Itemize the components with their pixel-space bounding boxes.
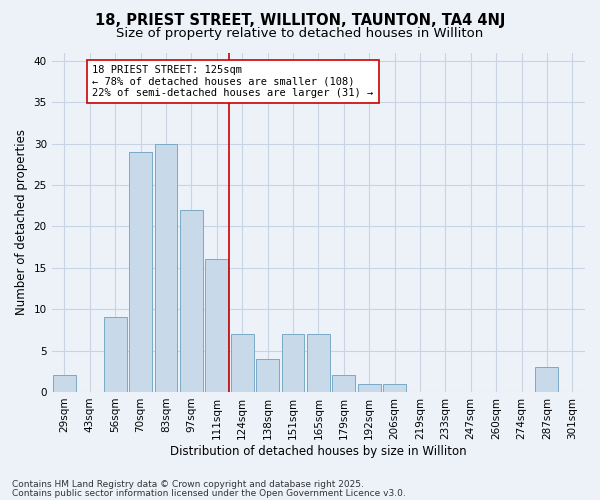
Text: Contains public sector information licensed under the Open Government Licence v3: Contains public sector information licen… xyxy=(12,488,406,498)
Bar xyxy=(53,376,76,392)
Bar xyxy=(307,334,330,392)
Bar xyxy=(104,318,127,392)
Bar xyxy=(256,359,279,392)
X-axis label: Distribution of detached houses by size in Williton: Distribution of detached houses by size … xyxy=(170,444,467,458)
Bar xyxy=(535,367,559,392)
Text: Size of property relative to detached houses in Williton: Size of property relative to detached ho… xyxy=(116,28,484,40)
Bar xyxy=(231,334,254,392)
Text: Contains HM Land Registry data © Crown copyright and database right 2025.: Contains HM Land Registry data © Crown c… xyxy=(12,480,364,489)
Text: 18, PRIEST STREET, WILLITON, TAUNTON, TA4 4NJ: 18, PRIEST STREET, WILLITON, TAUNTON, TA… xyxy=(95,12,505,28)
Bar xyxy=(281,334,304,392)
Bar xyxy=(180,210,203,392)
Text: 18 PRIEST STREET: 125sqm
← 78% of detached houses are smaller (108)
22% of semi-: 18 PRIEST STREET: 125sqm ← 78% of detach… xyxy=(92,65,374,98)
Bar xyxy=(155,144,178,392)
Bar xyxy=(358,384,380,392)
Bar xyxy=(383,384,406,392)
Bar xyxy=(332,376,355,392)
Y-axis label: Number of detached properties: Number of detached properties xyxy=(15,129,28,315)
Bar xyxy=(129,152,152,392)
Bar xyxy=(205,260,228,392)
